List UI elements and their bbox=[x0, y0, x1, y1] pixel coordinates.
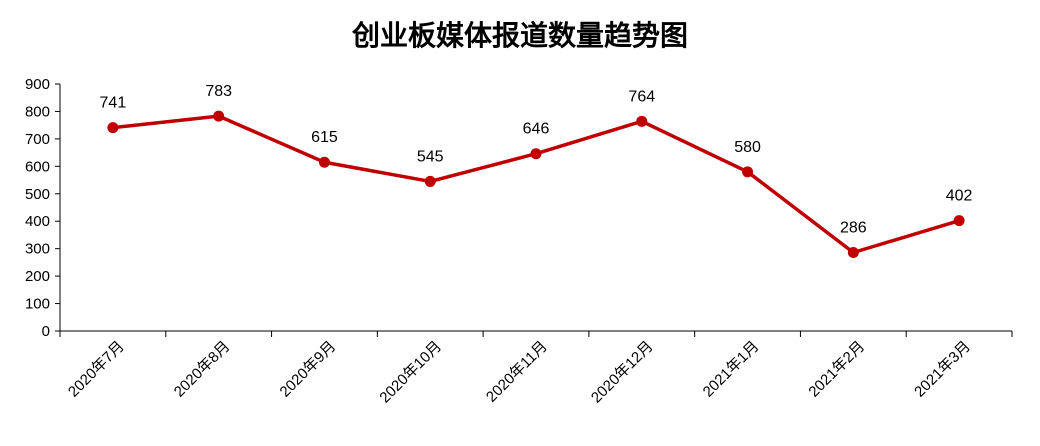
data-point bbox=[636, 116, 647, 127]
data-point bbox=[531, 148, 542, 159]
data-label: 545 bbox=[417, 148, 444, 165]
data-label: 286 bbox=[840, 220, 867, 237]
data-point bbox=[213, 111, 224, 122]
x-tick-label: 2021年1月 bbox=[700, 338, 763, 401]
data-point bbox=[425, 176, 436, 187]
y-tick-label: 600 bbox=[25, 158, 50, 175]
data-label: 783 bbox=[205, 83, 232, 100]
x-tick-label: 2021年3月 bbox=[911, 338, 974, 401]
data-label: 646 bbox=[523, 121, 550, 138]
data-label: 402 bbox=[946, 188, 973, 205]
y-tick-label: 200 bbox=[25, 268, 50, 285]
x-tick-label: 2020年7月 bbox=[65, 338, 128, 401]
data-label: 615 bbox=[311, 129, 338, 146]
data-labels: 741 783 615 545 646 764 580 286 402 bbox=[100, 83, 973, 236]
data-point bbox=[742, 166, 753, 177]
tick-labels: 0 100 200 300 400 500 600 700 800 900 2020年7月 2020年… bbox=[25, 76, 974, 406]
y-tick-label: 300 bbox=[25, 241, 50, 258]
x-tick-label: 2020年8月 bbox=[171, 338, 234, 401]
y-tick-label: 900 bbox=[25, 76, 50, 93]
x-tick-label: 2020年10月 bbox=[376, 338, 445, 407]
y-tick-label: 0 bbox=[42, 323, 50, 340]
data-label: 764 bbox=[628, 88, 655, 105]
y-tick-label: 400 bbox=[25, 213, 50, 230]
y-tick-label: 800 bbox=[25, 103, 50, 120]
y-tick-label: 500 bbox=[25, 186, 50, 203]
data-point bbox=[319, 157, 330, 168]
data-point bbox=[107, 122, 118, 133]
data-label: 580 bbox=[734, 139, 761, 156]
x-tick-label: 2021年2月 bbox=[805, 338, 868, 401]
x-tick-label: 2020年12月 bbox=[588, 338, 657, 407]
x-tick-label: 2020年11月 bbox=[483, 338, 551, 406]
data-point bbox=[954, 215, 965, 226]
x-tick-label: 2020年9月 bbox=[277, 338, 340, 401]
y-tick-label: 100 bbox=[25, 296, 50, 313]
data-point bbox=[848, 247, 859, 258]
y-tick-label: 700 bbox=[25, 131, 50, 148]
data-label: 741 bbox=[100, 95, 127, 112]
